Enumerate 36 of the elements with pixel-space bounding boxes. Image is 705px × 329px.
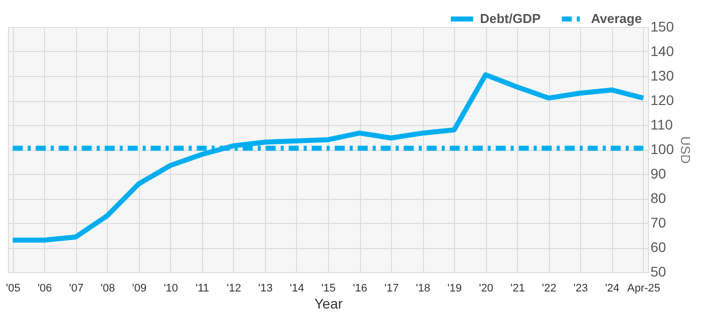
- x-tick-label: Apr-25: [627, 282, 660, 294]
- x-tick-label: '17: [384, 282, 399, 294]
- x-tick-label: '09: [132, 282, 147, 294]
- legend-label: Debt/GDP: [480, 11, 541, 26]
- x-tick-label: '24: [605, 282, 620, 294]
- y-tick-label: 90: [650, 166, 666, 182]
- x-tick-label: '13: [258, 282, 273, 294]
- x-tick-label: '20: [478, 282, 494, 294]
- y-tick-label: 140: [650, 43, 674, 59]
- y-tick-label: 50: [650, 264, 666, 280]
- x-tick-label: '19: [447, 282, 462, 294]
- x-tick-label: '08: [100, 282, 115, 294]
- y-tick-label: 120: [650, 92, 674, 108]
- x-tick-label: '18: [416, 282, 430, 294]
- y-axis-title: USD: [678, 136, 693, 164]
- x-tick-label: '21: [510, 282, 525, 294]
- x-tick-label: '06: [38, 282, 52, 294]
- y-tick-label: 150: [650, 18, 674, 34]
- y-tick-label: 130: [650, 68, 674, 84]
- y-tick-label: 80: [650, 190, 666, 206]
- y-tick-label: 110: [650, 116, 674, 132]
- x-tick-label: '07: [69, 282, 84, 294]
- legend-label: Average: [591, 11, 642, 26]
- x-tick-label: '11: [196, 282, 210, 294]
- x-axis-title: Year: [314, 296, 343, 312]
- x-tick-label: '15: [321, 282, 336, 294]
- x-tick-label: '16: [352, 282, 368, 294]
- x-tick-label: '22: [542, 282, 556, 294]
- y-tick-label: 60: [650, 239, 666, 255]
- x-tick-label: '05: [6, 282, 20, 294]
- x-tick-label: '23: [574, 282, 588, 294]
- x-tick-label: '14: [290, 282, 304, 294]
- x-tick-label: '12: [226, 282, 242, 294]
- x-tick-label: '10: [164, 282, 178, 294]
- y-tick-label: 70: [650, 214, 666, 230]
- y-tick-label: 100: [650, 141, 674, 157]
